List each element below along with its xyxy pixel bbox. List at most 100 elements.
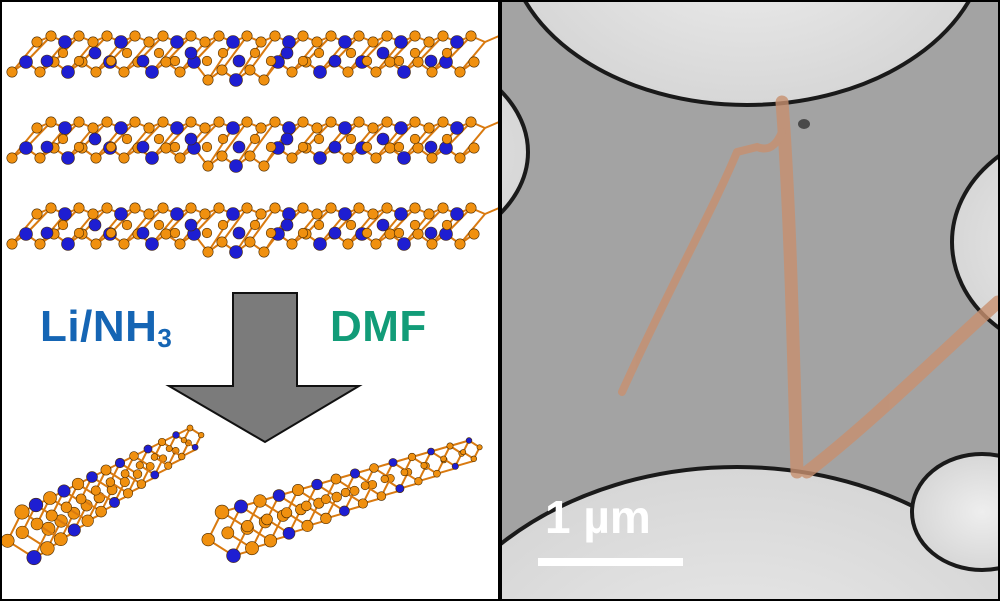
phosphorus-atom xyxy=(185,202,197,214)
phosphorus-atom xyxy=(105,227,117,239)
phosphorus-atom xyxy=(269,30,281,42)
phosphorus-atom xyxy=(241,202,253,214)
bond xyxy=(53,207,80,235)
phosphorus-atom xyxy=(468,142,480,154)
phosphorus-atom xyxy=(90,66,102,78)
phosphorus-atom xyxy=(367,36,379,48)
film-hole-bottom xyxy=(502,465,998,599)
phosphorus-atom xyxy=(255,208,267,220)
nanoribbon-right xyxy=(201,437,483,563)
phosphorus-atom xyxy=(313,219,325,231)
tem-image xyxy=(502,2,998,599)
phosphorus-atom xyxy=(95,505,107,518)
phosphorus-atom xyxy=(353,116,365,128)
phosphorus-atom xyxy=(340,487,351,498)
phosphorus-atom xyxy=(412,56,424,68)
phosphorus-atom xyxy=(57,47,69,59)
phosphorus-atom xyxy=(6,152,18,164)
nitrogen-atom xyxy=(394,35,408,49)
phosphorus-atom xyxy=(101,116,113,128)
phosphorus-atom xyxy=(409,133,421,145)
nitrogen-atom xyxy=(86,471,98,483)
bond xyxy=(249,35,276,71)
phosphorus-atom xyxy=(143,208,155,220)
nitrogen-atom xyxy=(395,484,405,494)
phosphorus-atom xyxy=(221,526,235,540)
phosphorus-atom xyxy=(454,152,466,164)
phosphorus-atom xyxy=(213,202,225,214)
phosphorus-atom xyxy=(169,55,181,67)
phosphorus-atom xyxy=(297,55,309,67)
nitrogen-atom xyxy=(114,207,128,221)
nitrogen-atom xyxy=(170,35,184,49)
nanoribbon-left xyxy=(2,424,205,566)
nitrogen-atom xyxy=(397,237,411,251)
phosphorus-atom xyxy=(265,227,277,239)
contamination-particle xyxy=(798,119,810,129)
nitrogen-atom xyxy=(313,151,327,165)
phosphorus-atom xyxy=(441,47,453,59)
nitrogen-atom xyxy=(57,484,71,498)
nitrogen-atom xyxy=(282,35,296,49)
phosphorus-atom xyxy=(269,116,281,128)
phosphorus-atom xyxy=(157,437,167,447)
phosphorus-atom xyxy=(465,116,477,128)
nitrogen-atom xyxy=(40,54,54,68)
phosphorus-atom xyxy=(34,66,46,78)
nitrogen-atom xyxy=(450,35,464,49)
phosphorus-atom xyxy=(174,66,186,78)
phosphorus-atom xyxy=(202,160,214,172)
bond xyxy=(221,35,248,71)
phosphorus-atom xyxy=(441,133,453,145)
phosphorus-atom xyxy=(31,208,43,220)
nanoribbon xyxy=(800,295,998,479)
phosphorus-atom xyxy=(393,55,405,67)
nitrogen-atom xyxy=(338,121,352,135)
phosphorus-atom xyxy=(301,519,314,532)
phosphorus-atom xyxy=(297,30,309,42)
phosphorus-atom xyxy=(15,525,29,539)
nitrogen-atom xyxy=(88,132,102,146)
nitrogen-atom xyxy=(58,35,72,49)
phosphorus-atom xyxy=(330,473,342,485)
bond xyxy=(484,121,498,129)
nitrogen-atom xyxy=(282,207,296,221)
phosphorus-atom xyxy=(153,47,165,59)
film-hole-left xyxy=(502,89,530,215)
nitrogen-atom xyxy=(376,46,390,60)
nitrogen-atom xyxy=(397,65,411,79)
nitrogen-atom xyxy=(28,497,44,513)
phosphorus-atom xyxy=(73,202,85,214)
phosphorus-atom xyxy=(320,494,331,505)
bond xyxy=(249,207,276,243)
phosphorus-atom xyxy=(244,150,256,162)
phosphorus-atom xyxy=(292,484,304,496)
nitrogen-atom xyxy=(67,523,81,537)
phosphorus-atom xyxy=(345,133,357,145)
phosphorus-atom xyxy=(446,442,454,450)
phosphorus-atom xyxy=(313,47,325,59)
phosphorus-atom xyxy=(164,461,173,470)
phosphorus-atom xyxy=(143,36,155,48)
phosphorus-atom xyxy=(81,514,94,527)
phosphorus-atom xyxy=(245,541,259,556)
nitrogen-atom xyxy=(109,496,120,508)
phosphorus-atom xyxy=(118,238,130,250)
phosphorus-atom xyxy=(409,202,421,214)
nitrogen-atom xyxy=(328,54,342,68)
phosphorus-atom xyxy=(311,122,323,134)
phosphorus-atom xyxy=(90,152,102,164)
bond xyxy=(207,213,234,253)
phosphorus-atom xyxy=(120,469,130,479)
phosphorus-atom xyxy=(325,30,337,42)
phosphorus-atom xyxy=(160,142,172,154)
phosphorus-atom xyxy=(129,451,139,461)
nitrogen-atom xyxy=(58,121,72,135)
phosphorus-atom xyxy=(157,30,169,42)
phosphorus-atom xyxy=(145,461,155,471)
phosphorus-atom xyxy=(129,30,141,42)
phosphorus-atom xyxy=(90,238,102,250)
phosphorus-atom xyxy=(160,228,172,240)
phosphorus-atom xyxy=(217,47,229,59)
phosphorus-atom xyxy=(381,30,393,42)
